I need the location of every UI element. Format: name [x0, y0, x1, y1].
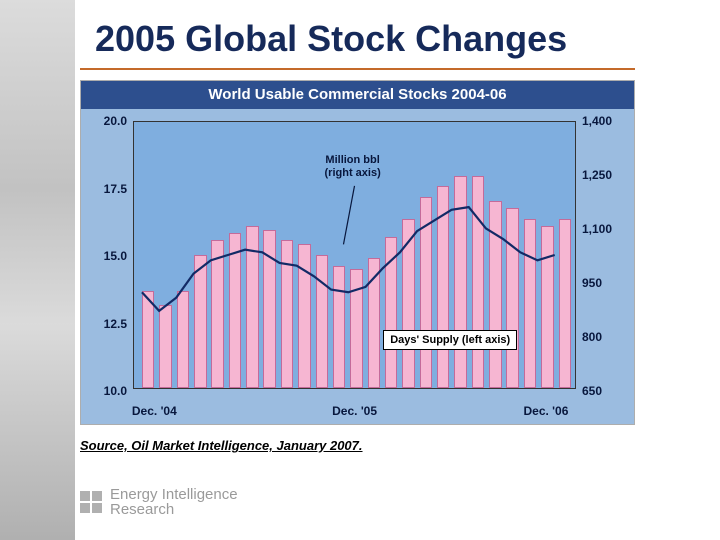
brand-line1: Energy Intelligence: [110, 487, 238, 503]
y-left-tick: 10.0: [87, 384, 127, 398]
y-left-tick: 17.5: [87, 182, 127, 196]
y-right-tick: 800: [582, 330, 628, 344]
y-left-tick: 20.0: [87, 114, 127, 128]
days-supply-line: [142, 207, 555, 311]
annotation-pointer: [343, 186, 354, 245]
y-right-tick: 950: [582, 276, 628, 290]
brand-footer: Energy Intelligence Research: [80, 487, 238, 519]
y-right-tick: 650: [582, 384, 628, 398]
slide-root: 2005 Global Stock Changes World Usable C…: [0, 0, 720, 540]
annotation-line2: (right axis): [325, 167, 381, 180]
brand-text: Energy Intelligence Research: [110, 487, 238, 519]
y-right-tick: 1,100: [582, 222, 628, 236]
x-tick-label: Dec. '04: [132, 404, 177, 418]
source-citation: Source, Oil Market Intelligence, January…: [80, 438, 363, 453]
slide-title: 2005 Global Stock Changes: [95, 18, 567, 60]
chart-title: World Usable Commercial Stocks 2004-06: [81, 81, 634, 109]
annotation-million-bbl: Million bbl (right axis): [325, 154, 381, 179]
decorative-left-strip: [0, 0, 75, 540]
y-left-tick: 12.5: [87, 317, 127, 331]
y-right-tick: 1,250: [582, 168, 628, 182]
y-right-tick: 1,400: [582, 114, 628, 128]
plot-area: Million bbl (right axis) Days' Supply (l…: [133, 121, 576, 389]
chart-panel: World Usable Commercial Stocks 2004-06 M…: [80, 80, 635, 425]
y-left-tick: 15.0: [87, 249, 127, 263]
x-tick-label: Dec. '06: [524, 404, 569, 418]
annotation-line1: Million bbl: [325, 154, 379, 166]
brand-logo-icon: [80, 491, 102, 513]
legend-days-supply: Days' Supply (left axis): [383, 330, 517, 350]
x-tick-label: Dec. '05: [332, 404, 377, 418]
brand-line2: Research: [110, 502, 238, 518]
title-underline: [80, 68, 635, 70]
